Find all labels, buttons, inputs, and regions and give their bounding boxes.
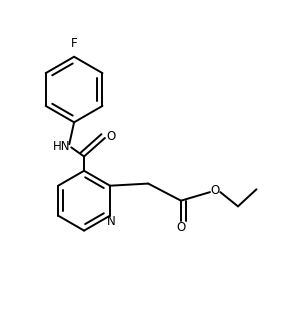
Text: O: O xyxy=(107,130,116,143)
Text: O: O xyxy=(211,184,220,197)
Text: F: F xyxy=(71,37,78,50)
Text: O: O xyxy=(176,221,186,234)
Text: HN: HN xyxy=(52,140,70,153)
Text: N: N xyxy=(107,215,116,228)
